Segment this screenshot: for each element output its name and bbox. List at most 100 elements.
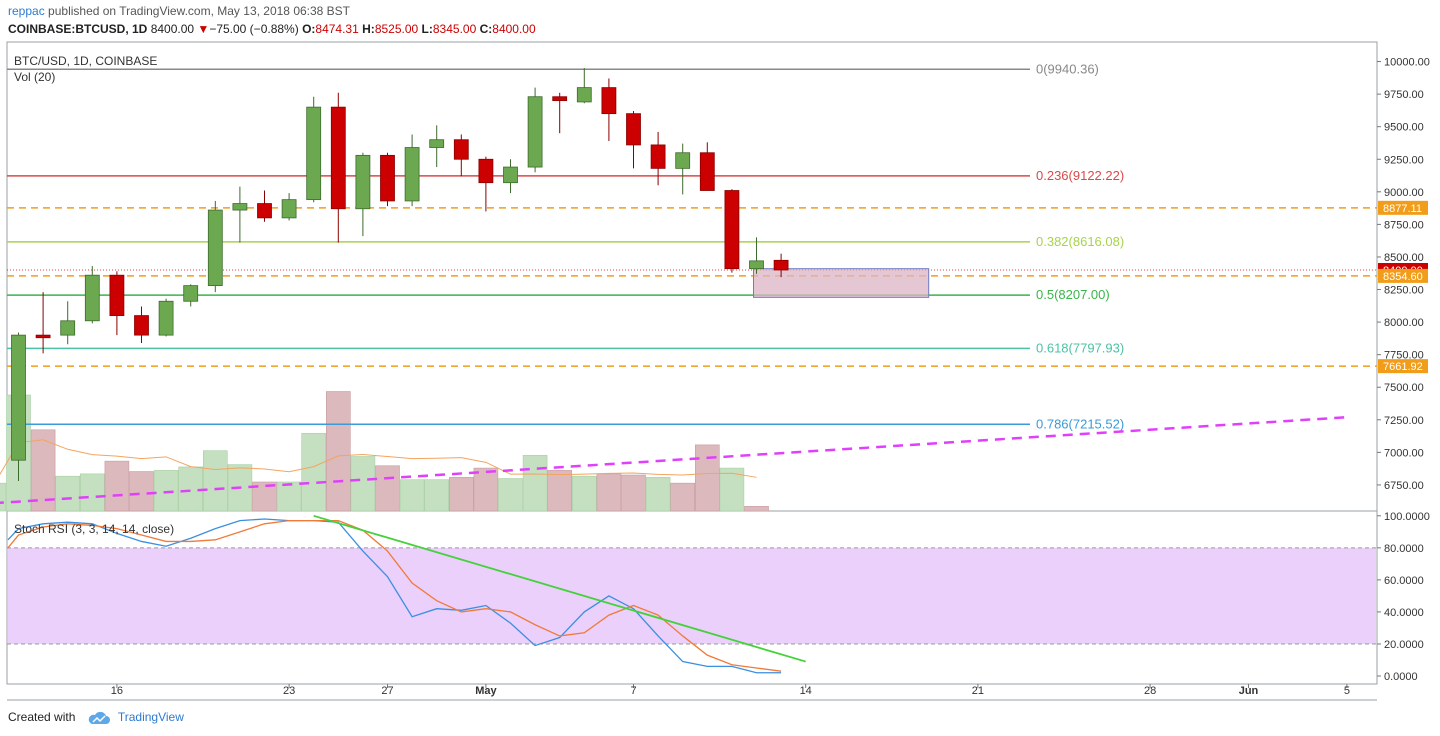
candle-body-7 [183, 285, 199, 302]
volume-bar-26 [621, 474, 646, 512]
time-tick-label-6: 21 [972, 685, 984, 697]
change-value: −75.00 (−0.88%) [209, 22, 299, 36]
volume-bar-3 [55, 475, 81, 512]
candle-body-20 [503, 166, 518, 184]
time-tick-label-1: 23 [283, 685, 295, 697]
volume-bar-15 [350, 456, 376, 512]
volume-bar-7 [153, 470, 179, 512]
fib-label-3: 0.5(8207.00) [1036, 287, 1110, 302]
footer: Created with TradingView [8, 710, 184, 725]
price-tick-label-1: 9750.00 [1384, 89, 1424, 101]
price-tag-2: 8354.60 [1383, 271, 1423, 283]
price-tick-label-4: 9000.00 [1384, 187, 1424, 199]
high-label: H: [362, 22, 375, 36]
rsi-tick-label-4: 20.0000 [1384, 639, 1424, 651]
volume-bar-17 [399, 479, 425, 512]
fib-label-0: 0(9940.36) [1036, 61, 1099, 76]
time-tick-label-9: 5 [1344, 685, 1350, 697]
time-tick-label-7: 28 [1144, 685, 1156, 697]
high-value: 8525.00 [374, 22, 419, 36]
price-tick-label-3: 9250.00 [1384, 154, 1424, 166]
rsi-tick-label-1: 80.0000 [1384, 543, 1424, 555]
volume-bar-12 [276, 481, 302, 512]
candle-body-14 [355, 154, 371, 210]
candle-body-9 [232, 203, 248, 211]
candle-body-3 [84, 274, 100, 322]
change-arrow-icon: ▼ [197, 22, 210, 36]
price-tick-label-5: 8750.00 [1384, 219, 1424, 231]
candle-body-24 [601, 87, 617, 115]
time-tick-label-0: 16 [111, 685, 123, 697]
low-value: 8345.00 [432, 22, 477, 36]
publish-info: published on TradingView.com, May 13, 20… [48, 4, 351, 18]
volume-label: Vol (20) [14, 70, 55, 84]
price-tick-label-7: 8250.00 [1384, 285, 1424, 297]
rsi-tick-label-0: 100.0000 [1384, 511, 1430, 523]
candle-body-25 [626, 113, 641, 146]
rsi-series-d [7, 519, 782, 672]
rsi-tick-label-3: 40.0000 [1384, 607, 1424, 619]
open-value: 8474.31 [315, 22, 359, 36]
volume-bar-5 [104, 460, 130, 512]
price-tag-bg-3 [1378, 359, 1428, 374]
price-tag-bg-0 [1378, 200, 1428, 215]
time-tick-label-5: 14 [800, 685, 812, 697]
candle-body-23 [576, 87, 592, 103]
volume-bar-18 [424, 479, 450, 512]
candle-body-1 [35, 334, 51, 339]
tradingview-link[interactable]: TradingView [117, 710, 184, 724]
price-tick-label-6: 8500.00 [1384, 252, 1424, 264]
price-tick-label-2: 9500.00 [1384, 122, 1424, 134]
rsi-tick-label-5: 0.0000 [1384, 671, 1418, 683]
price-tick-label-13: 6750.00 [1384, 480, 1424, 492]
candle-body-17 [429, 139, 445, 148]
rsi-tick-label-2: 60.0000 [1384, 575, 1424, 587]
price-tick-label-11: 7250.00 [1384, 415, 1424, 427]
low-label: L: [421, 22, 433, 36]
volume-bar-13 [301, 432, 327, 512]
tradingview-cloud-icon [88, 711, 110, 724]
close-label: C: [479, 22, 493, 36]
price-tick-label-9: 7750.00 [1384, 350, 1424, 362]
volume-bar-22 [522, 455, 548, 512]
range-box [753, 268, 930, 298]
volume-ma-line [0, 439, 757, 478]
candle-body-29 [724, 190, 740, 270]
candle-body-16 [404, 147, 420, 202]
support-trendline [0, 415, 1347, 505]
candle-body-4 [109, 274, 125, 316]
price-tick-label-10: 7500.00 [1384, 382, 1424, 394]
time-tick-label-8: Jun [1239, 685, 1259, 697]
publish-line: reppac published on TradingView.com, May… [8, 4, 350, 18]
volume-bar-14 [325, 391, 351, 512]
fib-label-5: 0.786(7215.52) [1036, 416, 1124, 431]
volume-bar-20 [473, 467, 499, 512]
volume-bar-30 [719, 467, 745, 512]
rsi-band [8, 547, 1376, 644]
candle-body-12 [306, 106, 322, 201]
volume-bar-21 [498, 478, 523, 512]
time-tick-label-2: 27 [381, 685, 393, 697]
candle-body-5 [134, 315, 149, 336]
candle-body-11 [281, 199, 297, 219]
time-tick-label-4: 7 [630, 685, 636, 697]
created-with-text: Created with [8, 710, 76, 724]
close-value: 8400.00 [492, 22, 536, 36]
time-tick-label-3: May [475, 685, 497, 697]
fib-label-2: 0.382(8616.08) [1036, 234, 1124, 249]
open-label: O: [302, 22, 316, 36]
candle-body-28 [699, 152, 715, 191]
author-link[interactable]: reppac [8, 4, 45, 18]
volume-bar-29 [694, 444, 720, 512]
candle-body-8 [207, 209, 223, 287]
price-tag-0: 8877.11 [1383, 203, 1422, 215]
candle-body-18 [453, 139, 469, 160]
candle-body-21 [527, 96, 543, 168]
volume-bar-28 [670, 482, 696, 512]
volume-bar-9 [203, 450, 228, 512]
candle-body-0 [11, 334, 26, 461]
candle-body-27 [675, 152, 691, 169]
last-price: 8400.00 [150, 22, 195, 36]
price-tick-label-12: 7000.00 [1384, 447, 1424, 459]
